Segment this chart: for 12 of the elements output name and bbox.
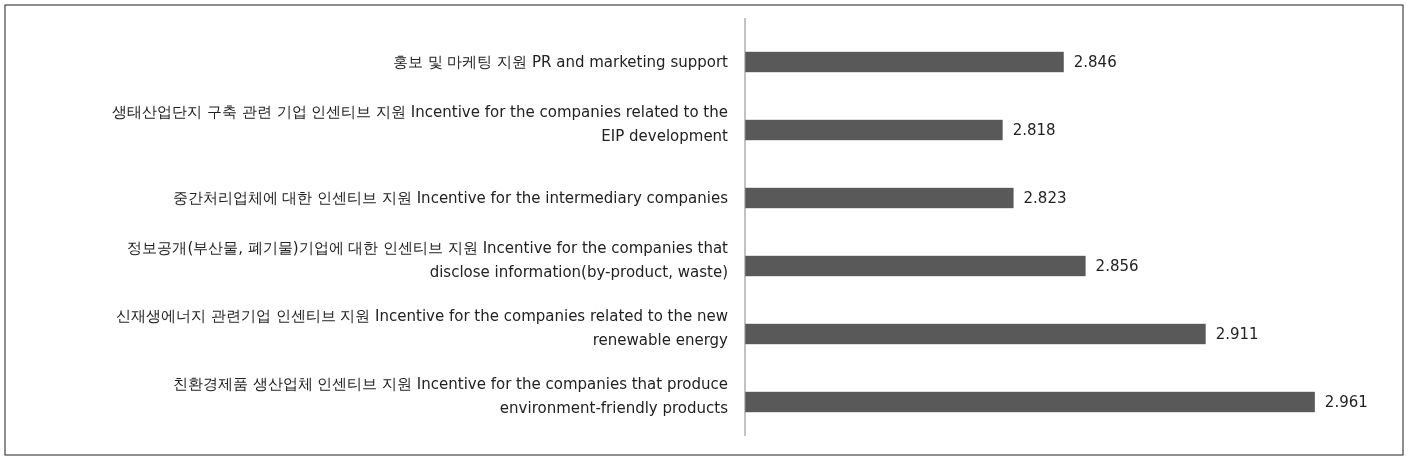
y-tick-label: 홍보 및 마케팅 지원 PR and marketing support [392, 53, 729, 72]
y-tick-label: 친환경제품 생산업체 인센티브 지원 Incentive for the companies that produce environment-friendly products [172, 375, 729, 418]
y-tick-label: 신재생에너지 관련기업 인센티브 지원 Incentive for the companies related to the new renewable energy [116, 307, 729, 350]
data-label: 2.823 [1023, 189, 1067, 208]
y-tick-label: 중간처리업체에 대한 인센티브 지원 Incentive for the intermediary companies [172, 189, 729, 208]
data-label: 2.961 [1324, 393, 1368, 412]
y-tick-label: 정보공개(부산물, 폐기물)기업에 대한 인센티브 지원 Incentive for the companies that disclose information(by-product, waste) [127, 239, 729, 282]
data-label: 2.911 [1215, 325, 1259, 344]
y-tick-label: 생태산업단지 구축 관련 기업 인센티브 지원 Incentive for the companies related to the EIP development [112, 103, 729, 146]
data-label: 2.846 [1073, 53, 1117, 72]
data-label: 2.856 [1095, 257, 1139, 276]
data-label: 2.818 [1012, 121, 1056, 140]
